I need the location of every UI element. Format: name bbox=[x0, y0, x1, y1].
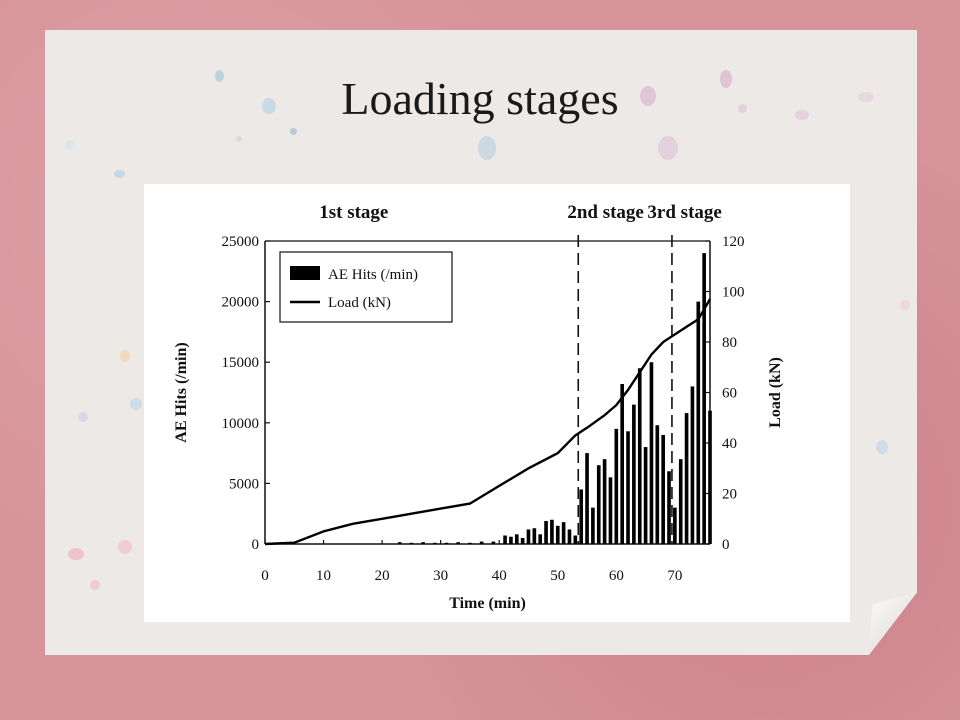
ae-hits-bar bbox=[526, 529, 531, 544]
ae-hits-bar bbox=[561, 522, 566, 544]
ae-hits-bar bbox=[678, 459, 683, 544]
y-right-tick-label: 20 bbox=[722, 487, 737, 503]
y-right-axis-title: Load (kN) bbox=[767, 357, 784, 428]
ae-hits-bar bbox=[661, 434, 665, 544]
ae-hits-bar bbox=[596, 465, 601, 544]
x-tick-label: 50 bbox=[550, 568, 565, 584]
load-line bbox=[264, 298, 712, 546]
ae-hits-bar bbox=[614, 428, 619, 544]
ae-hits-bar bbox=[444, 542, 449, 544]
y-right-tick-label: 80 bbox=[722, 335, 737, 351]
y-left-axis-title: AE Hits (/min) bbox=[173, 342, 190, 442]
ae-hits-bar bbox=[696, 301, 701, 544]
ae-hits-bar bbox=[637, 368, 642, 544]
legend-label-ae-hits: AE Hits (/min) bbox=[328, 267, 418, 283]
legend-bar-swatch bbox=[290, 266, 320, 280]
legend-box bbox=[279, 251, 453, 323]
ae-hits-bar bbox=[684, 413, 689, 544]
ae-hits-bar bbox=[432, 542, 437, 544]
ae-hits-bar bbox=[649, 362, 654, 544]
ae-hits-bar bbox=[538, 534, 543, 544]
ae-hits-bar bbox=[626, 431, 630, 544]
x-tick-label: 70 bbox=[667, 568, 682, 584]
ae-hits-bar bbox=[550, 519, 554, 544]
ae-hits-bar bbox=[632, 404, 636, 544]
stage-label: 3rd stage bbox=[647, 202, 721, 223]
y-right-tick-label: 120 bbox=[722, 234, 745, 250]
ae-hits-bar bbox=[667, 471, 671, 544]
y-left-tick-label: 20000 bbox=[222, 295, 260, 311]
ae-hits-bar bbox=[409, 542, 414, 544]
ae-hits-bar bbox=[468, 542, 472, 544]
slide-title: Loading stages bbox=[341, 73, 619, 124]
x-axis-title: Time (min) bbox=[449, 595, 526, 612]
y-right-tick-label: 0 bbox=[722, 537, 730, 553]
y-left-tick-label: 5000 bbox=[229, 476, 259, 492]
y-left-tick-label: 0 bbox=[252, 537, 260, 553]
y-left-tick-label: 10000 bbox=[222, 416, 260, 432]
y-right-tick-label: 60 bbox=[722, 386, 737, 402]
ae-hits-bar bbox=[421, 542, 425, 544]
ae-hits-bar bbox=[456, 542, 461, 544]
ae-hits-bar bbox=[702, 253, 706, 544]
ae-hits-bar bbox=[567, 529, 572, 544]
ae-hits-bar bbox=[573, 535, 578, 544]
ae-hits-bar bbox=[690, 386, 695, 544]
ae-hits-bar bbox=[514, 534, 519, 544]
ae-hits-bar bbox=[555, 525, 560, 544]
ae-hits-bar bbox=[532, 528, 537, 544]
y-right-tick-label: 100 bbox=[722, 285, 745, 301]
legend-label-load: Load (kN) bbox=[328, 295, 391, 311]
ae-hits-bar bbox=[544, 520, 548, 544]
x-tick-label: 0 bbox=[261, 568, 269, 584]
stage-label: 1st stage bbox=[319, 202, 388, 223]
y-right-tick-label: 40 bbox=[722, 436, 737, 452]
ae-hits-bar bbox=[397, 542, 402, 544]
y-left-tick-label: 15000 bbox=[222, 355, 260, 371]
y-left-tick-label: 25000 bbox=[222, 234, 260, 250]
ae-hits-bar bbox=[602, 459, 607, 544]
ae-hits-bar bbox=[673, 507, 677, 544]
ae-hits-bar bbox=[708, 410, 712, 544]
ae-hits-bar bbox=[608, 477, 613, 544]
ae-hits-bar bbox=[655, 425, 660, 544]
ae-hits-bar bbox=[520, 537, 525, 544]
ae-hits-bar bbox=[579, 489, 583, 544]
chart-figure: 0 5000 10000 15000 20000 25000 0 20 40 60 80 100 120… bbox=[144, 184, 850, 622]
ae-hits-bar bbox=[503, 535, 507, 544]
x-tick-label: 30 bbox=[433, 568, 448, 584]
x-tick-label: 60 bbox=[609, 568, 624, 584]
ae-hits-bar bbox=[620, 384, 624, 544]
stage-label: 2nd stage bbox=[567, 202, 644, 223]
ae-hits-load-chart: 0500010000150002000025000020406080100120… bbox=[173, 202, 784, 612]
ae-hits-bar bbox=[491, 541, 496, 544]
ae-hits-bar bbox=[479, 541, 484, 544]
x-tick-label: 20 bbox=[375, 568, 390, 584]
ae-hits-bar bbox=[509, 536, 513, 544]
ae-hits-bar bbox=[643, 447, 648, 544]
ae-hits-bar bbox=[585, 453, 589, 544]
x-tick-label: 40 bbox=[492, 568, 507, 584]
x-tick-label: 10 bbox=[316, 568, 331, 584]
ae-hits-bar bbox=[591, 507, 595, 544]
